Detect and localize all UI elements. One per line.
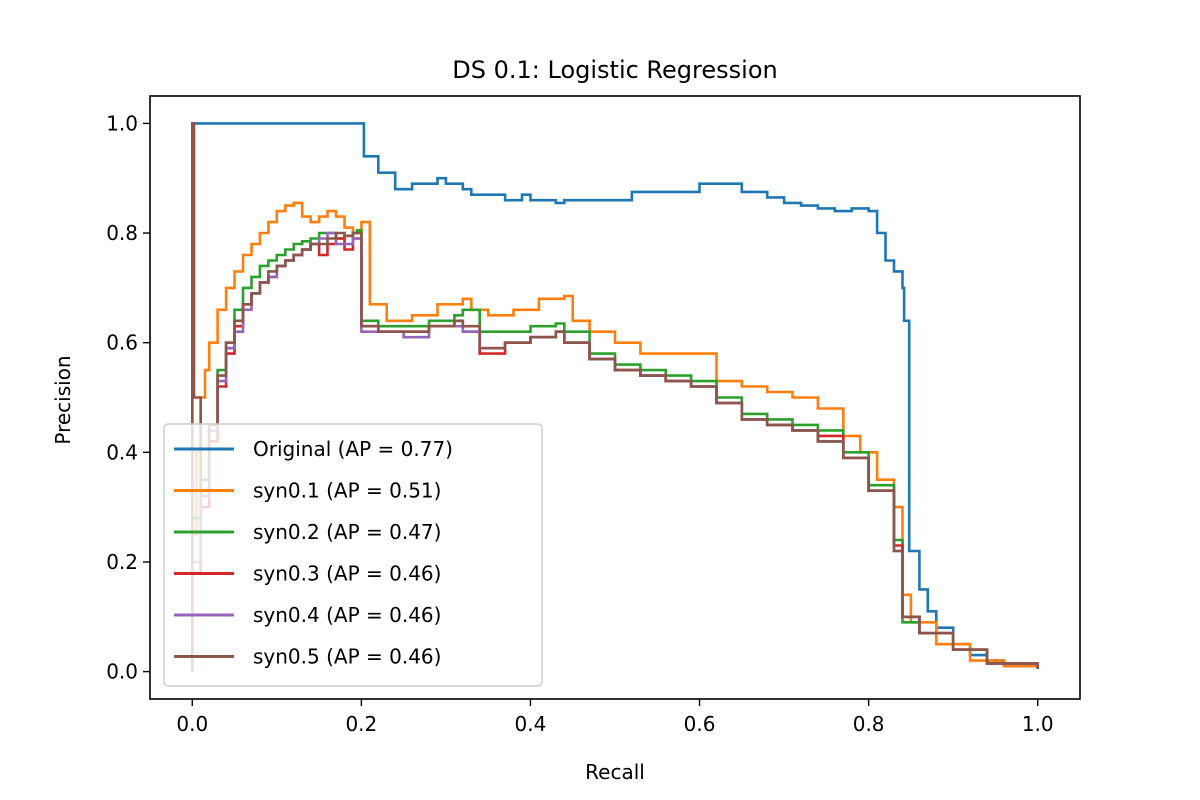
x-tick-label: 0.6 — [684, 712, 716, 736]
chart-title: DS 0.1: Logistic Regression — [452, 56, 777, 84]
legend-label: syn0.5 (AP = 0.46) — [253, 645, 441, 669]
legend-frame — [163, 423, 543, 687]
x-axis: 0.0 0.2 0.4 0.6 0.8 1.0 — [176, 699, 1054, 736]
series-line-original — [191, 122, 1039, 672]
legend-label: syn0.1 (AP = 0.51) — [253, 479, 441, 503]
y-tick-label: 0.2 — [106, 550, 138, 574]
y-tick-label: 0.6 — [106, 331, 138, 355]
x-tick-label: 1.0 — [1022, 712, 1054, 736]
legend-label: syn0.2 (AP = 0.47) — [253, 520, 441, 544]
y-tick-label: 0.8 — [106, 221, 138, 245]
x-tick-label: 0.2 — [345, 712, 377, 736]
x-tick-label: 0.8 — [853, 712, 885, 736]
legend: Original (AP = 0.77) syn0.1 (AP = 0.51) sy… — [163, 423, 543, 687]
legend-label: syn0.3 (AP = 0.46) — [253, 562, 441, 586]
x-tick-label: 0.4 — [515, 712, 547, 736]
series-line-syn0-5 — [191, 122, 1039, 672]
y-tick-label: 0.0 — [106, 660, 138, 684]
y-tick-label: 1.0 — [106, 111, 138, 135]
series-layer — [191, 122, 1039, 672]
y-axis: 0.0 0.2 0.4 0.6 0.8 1.0 — [106, 111, 150, 684]
series-line-syn0-1 — [192, 201, 1039, 669]
x-tick-label: 0.0 — [176, 712, 208, 736]
y-axis-label: Precision — [51, 355, 75, 444]
y-tick-label: 0.4 — [106, 440, 138, 464]
legend-label: Original (AP = 0.77) — [253, 437, 453, 461]
legend-label: syn0.4 (AP = 0.46) — [253, 603, 441, 627]
x-axis-label: Recall — [585, 760, 645, 784]
series-line-syn0-2 — [192, 229, 1039, 669]
plot-frame — [149, 95, 1081, 700]
